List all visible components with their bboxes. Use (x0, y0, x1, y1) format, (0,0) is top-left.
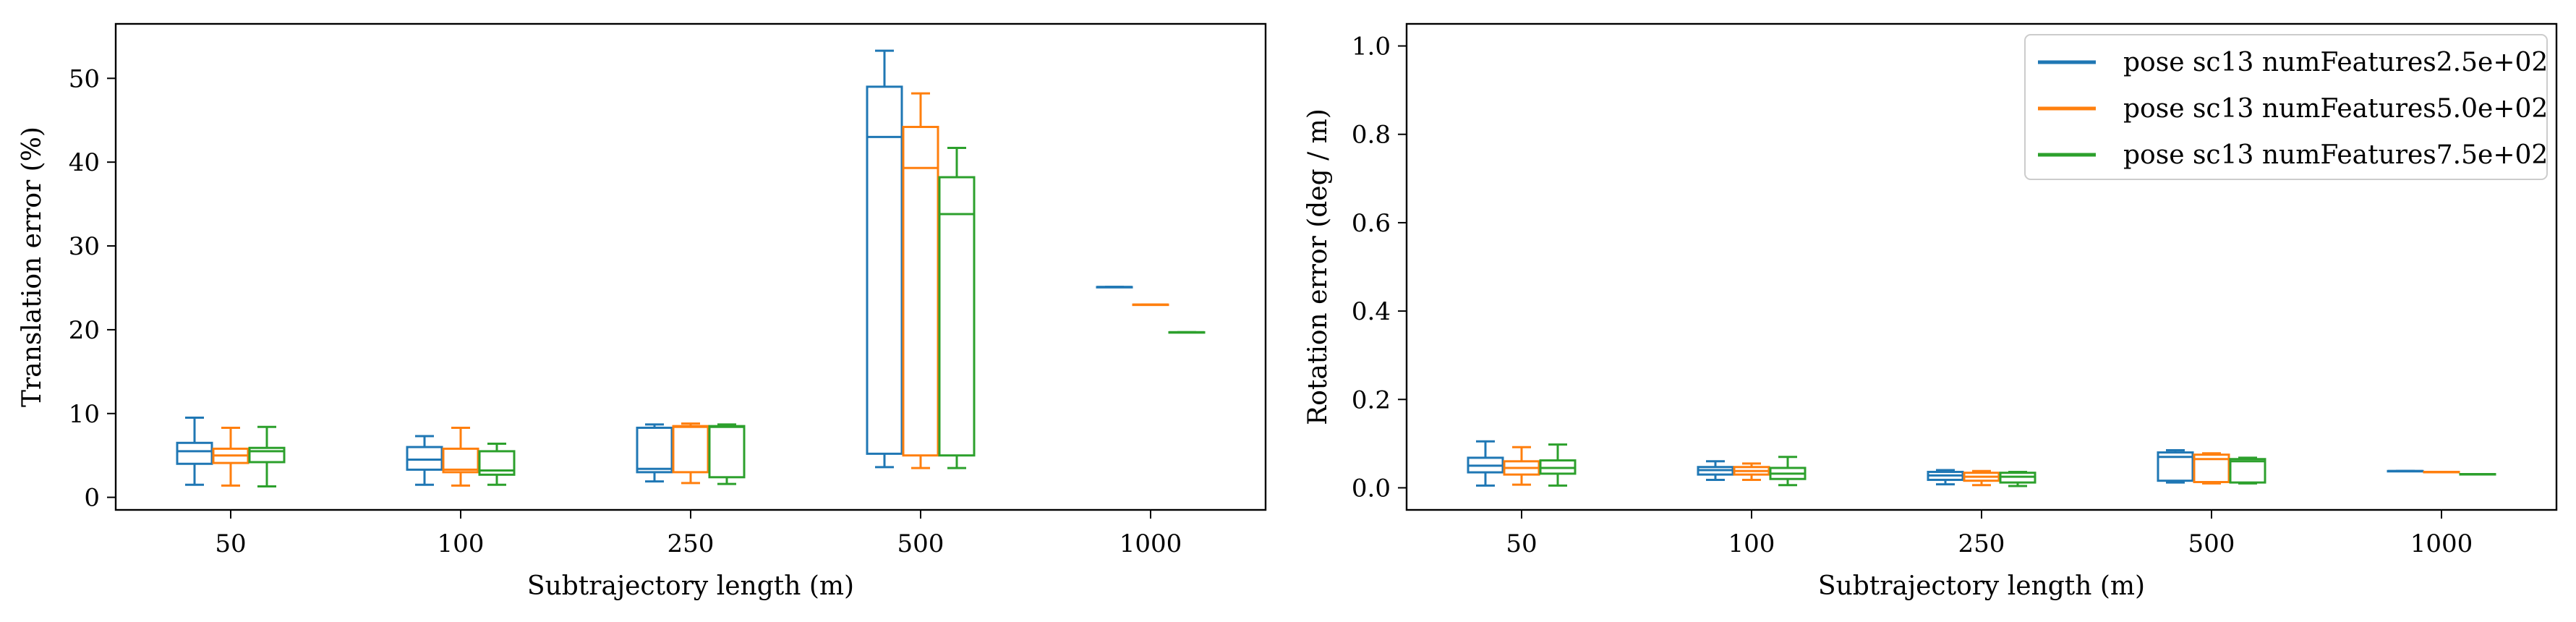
translation-error-y-tick-label: 50 (69, 64, 100, 93)
translation-error-box-cat-1000-series-3 (1168, 331, 1206, 334)
box-iqr (636, 426, 673, 474)
box-iqr (866, 85, 903, 455)
translation-error-box-cat-50-series-1 (176, 417, 213, 486)
translation-error-y-tick-label: 40 (69, 148, 100, 177)
translation-error-boxes (176, 49, 1206, 488)
rotation-error-box-cat-250-series-3 (1999, 470, 2037, 487)
translation-error-y-axis-label: Translation error (%) (17, 127, 47, 407)
rotation-error-box-cat-1000-series-1 (2387, 469, 2424, 473)
rotation-error-y-tick-label: 1.0 (1352, 33, 1391, 61)
rotation-error-chart: 0.0 0.2 0.4 0.6 0.8 1.0 50 100 250 500 1000 Subtr… (1303, 22, 2558, 601)
translation-error-box-cat-250-series-2 (672, 422, 709, 485)
rotation-error-box-cat-50-series-2 (1503, 446, 1540, 486)
translation-error-chart: 0 10 20 30 40 50 50 100 250 500 1000 Subtrajector… (17, 22, 1267, 601)
rotation-error-x-tick-label: 1000 (2410, 529, 2473, 558)
translation-error-box-cat-250-series-1 (636, 423, 673, 483)
translation-error-box-cat-500-series-2 (902, 92, 939, 469)
box-iqr (176, 441, 213, 465)
rotation-error-box-cat-50-series-3 (1539, 443, 1577, 487)
box-iqr (2157, 451, 2194, 482)
rotation-error-y-tick-label: 0.4 (1352, 297, 1391, 326)
translation-error-y-tick-label: 30 (69, 232, 100, 261)
legend: pose sc13 numFeatures2.5e+02 pose sc13 n… (2024, 34, 2548, 180)
translation-error-y-tick-label: 10 (69, 400, 100, 429)
rotation-error-x-tick-label: 50 (1506, 529, 1537, 558)
box-iqr (2193, 453, 2230, 484)
translation-error-box-cat-250-series-3 (708, 423, 746, 485)
rotation-error-x-tick-label: 100 (1728, 529, 1775, 558)
translation-error-x-tick-label: 250 (668, 529, 715, 558)
legend-label-series-3: pose sc13 numFeatures7.5e+02 (2123, 140, 2548, 170)
translation-error-box-cat-100-series-2 (442, 426, 479, 487)
rotation-error-y-axis-label: Rotation error (deg / m) (1303, 108, 1333, 425)
rotation-error-boxes (1467, 440, 2496, 487)
rotation-error-box-cat-500-series-1 (2157, 449, 2194, 484)
translation-error-x-tick-label: 50 (215, 529, 246, 558)
rotation-error-box-cat-250-series-2 (1963, 469, 2000, 487)
translation-error-box-cat-500-series-3 (938, 146, 976, 469)
box-iqr (902, 126, 939, 457)
box-iqr (478, 450, 516, 476)
translation-error-box-cat-1000-series-2 (1132, 303, 1169, 307)
translation-error-x-tick-label: 500 (897, 529, 944, 558)
rotation-error-y-tick-label: 0.6 (1352, 209, 1391, 238)
translation-error-box-cat-1000-series-1 (1096, 286, 1133, 289)
rotation-error-y-tick-label: 0.8 (1352, 121, 1391, 150)
translation-error-box-cat-500-series-1 (866, 49, 903, 469)
translation-error-x-tick-label: 100 (438, 529, 485, 558)
translation-error-y-axis: 0 10 20 30 40 50 (69, 64, 116, 513)
translation-error-box-cat-100-series-3 (478, 442, 516, 486)
translation-error-x-axis-label: Subtrajectory length (m) (527, 571, 854, 601)
legend-label-series-1: pose sc13 numFeatures2.5e+02 (2123, 48, 2548, 77)
translation-error-box-cat-50-series-3 (248, 425, 286, 488)
translation-error-box-cat-100-series-1 (406, 435, 443, 486)
rotation-error-box-cat-100-series-2 (1733, 462, 1770, 481)
translation-error-x-tick-label: 1000 (1119, 529, 1182, 558)
legend-label-series-2: pose sc13 numFeatures5.0e+02 (2123, 94, 2548, 124)
rotation-error-box-cat-500-series-3 (2229, 456, 2266, 485)
box-iqr (938, 176, 976, 457)
rotation-error-x-tick-label: 250 (1958, 529, 2005, 558)
translation-error-y-tick-label: 0 (84, 484, 100, 513)
translation-error-y-tick-label: 20 (69, 316, 100, 345)
rotation-error-box-cat-500-series-2 (2193, 452, 2230, 485)
rotation-error-box-cat-50-series-1 (1467, 440, 1504, 487)
rotation-error-box-cat-100-series-1 (1697, 460, 1734, 481)
box-iqr (248, 446, 286, 464)
rotation-error-box-cat-1000-series-3 (2459, 473, 2496, 476)
box-iqr (2229, 458, 2266, 484)
rotation-error-x-axis-label: Subtrajectory length (m) (1818, 571, 2145, 601)
box-iqr (442, 447, 479, 474)
rotation-error-x-axis: 50 100 250 500 1000 (1506, 510, 2473, 558)
rotation-error-box-cat-250-series-1 (1927, 469, 1964, 486)
rotation-error-y-tick-label: 0.2 (1352, 385, 1391, 414)
rotation-error-y-axis: 0.0 0.2 0.4 0.6 0.8 1.0 (1352, 33, 1407, 503)
legend-frame (2024, 34, 2548, 180)
rotation-error-box-cat-100-series-3 (1769, 456, 1807, 487)
translation-error-box-cat-50-series-2 (212, 426, 250, 487)
translation-error-x-axis: 50 100 250 500 1000 (215, 510, 1182, 558)
rotation-error-y-tick-label: 0.0 (1352, 474, 1391, 503)
box-iqr (406, 446, 443, 471)
rotation-error-x-tick-label: 500 (2188, 529, 2235, 558)
